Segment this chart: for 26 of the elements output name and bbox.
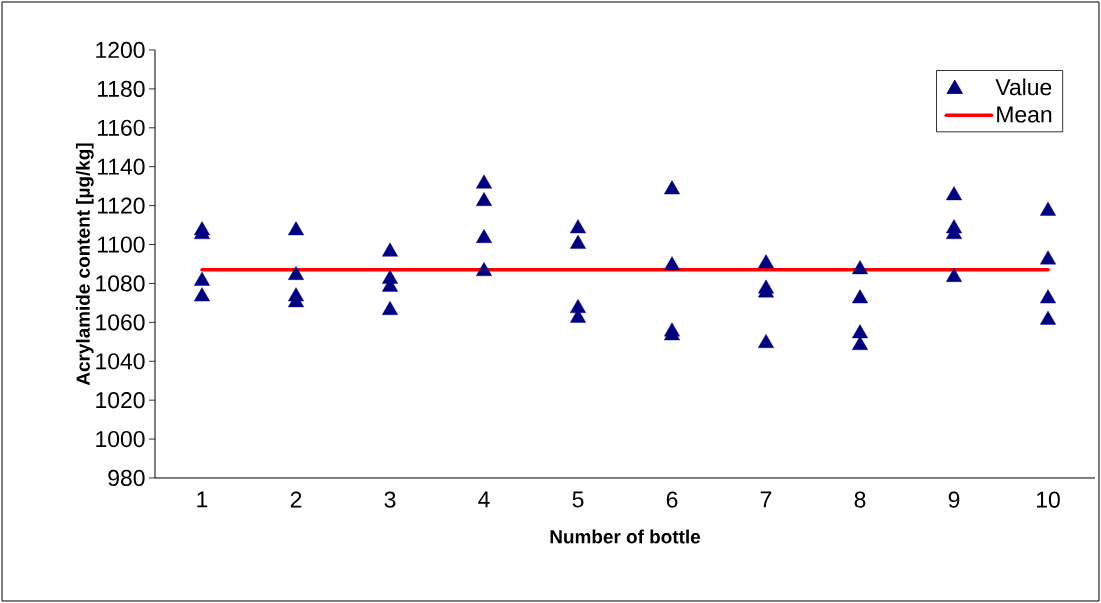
y-tick-label: 1140 [97,158,145,175]
y-tick-label: 1120 [97,197,145,214]
y-axis-title: Acrylamide content [µg/kg] [75,143,94,386]
x-tick-label: 7 [760,491,772,508]
legend-label: Mean [997,106,1052,123]
y-tick-label: 1180 [97,80,145,97]
legend-label: Value [995,78,1052,96]
y-tick-label: 1100 [97,236,145,253]
y-tick-label: 1000 [96,430,145,448]
x-tick-label: 5 [572,491,584,508]
x-tick-label: 3 [384,491,396,508]
x-tick-label: 2 [290,491,302,508]
x-tick-label: 1 [197,491,208,508]
y-tick-label: 1160 [97,119,145,136]
y-tick-label: 980 [108,469,145,487]
x-tick-label: 8 [854,491,866,508]
x-tick-label: 6 [666,491,678,508]
x-tick-label: 9 [948,491,960,508]
y-tick-label: 1040 [96,353,145,370]
y-tick-label: 1080 [96,275,145,292]
x-axis-title: Number of bottle [550,529,701,544]
y-tick-label: 1020 [96,392,145,409]
x-tick-label: 10 [1037,491,1060,508]
y-tick-label: 1060 [96,314,145,331]
y-tick-label: 1200 [96,41,145,59]
x-tick-label: 4 [478,491,490,508]
